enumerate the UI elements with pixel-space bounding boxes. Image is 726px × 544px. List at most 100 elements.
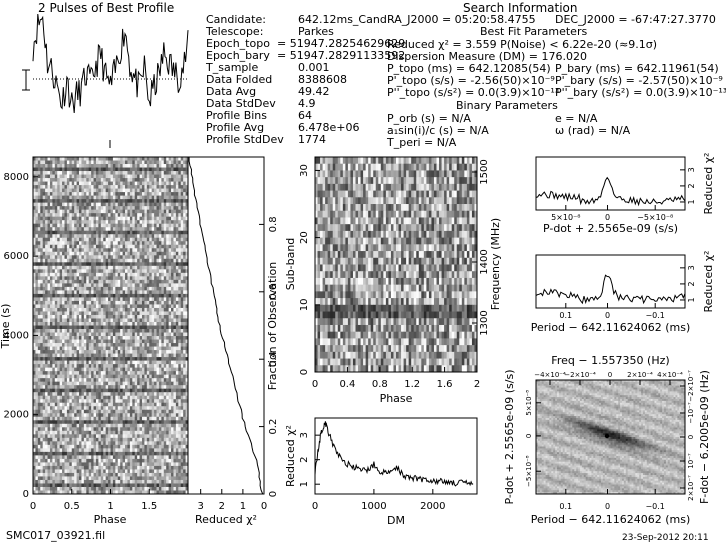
heat-cell <box>54 423 58 428</box>
heat-cell <box>47 251 51 256</box>
heat-cell <box>156 350 160 354</box>
heat-cell <box>180 392 184 397</box>
heat-cell <box>134 206 138 211</box>
heat-cell <box>81 216 85 221</box>
heat-cell <box>171 293 174 298</box>
heat-cell <box>171 216 174 221</box>
heat-cell <box>178 213 182 218</box>
heat-cell <box>166 371 170 376</box>
heat-cell <box>79 216 82 221</box>
heat-cell <box>95 220 99 225</box>
heat-cell <box>185 318 189 323</box>
heat-cell <box>154 360 157 365</box>
heat-cell <box>125 255 128 260</box>
heat-cell <box>98 237 102 242</box>
heat-cell <box>62 290 65 295</box>
heat-cell <box>171 234 174 239</box>
heat-cell <box>173 248 177 253</box>
heat-cell <box>108 311 111 316</box>
heat-cell <box>42 329 46 333</box>
heat-cell <box>79 248 82 253</box>
heat-cell <box>100 213 104 218</box>
heat-cell <box>144 213 148 218</box>
heat-cell <box>178 227 182 232</box>
heat-cell <box>166 367 170 372</box>
heat-cell <box>134 255 138 260</box>
heat-cell <box>117 385 121 390</box>
heat-cell <box>93 427 97 432</box>
heat-cell <box>74 199 77 204</box>
heat-cell <box>64 209 68 214</box>
heat-cell <box>115 251 119 256</box>
heat-cell <box>132 178 136 182</box>
heat-cell <box>103 174 107 179</box>
heat-cell <box>168 255 172 260</box>
heat-cell <box>171 374 174 379</box>
heat-cell <box>115 241 119 246</box>
heat-cell <box>74 336 77 340</box>
heat-cell <box>37 220 41 225</box>
heat-cell <box>122 353 126 358</box>
heat-cell <box>156 297 160 302</box>
heat-cell <box>163 248 167 253</box>
heat-cell <box>71 237 75 242</box>
heat-cell <box>64 399 68 404</box>
heat-cell <box>127 230 131 235</box>
heat-cell <box>35 367 39 372</box>
heat-cell <box>42 160 46 165</box>
heat-cell <box>146 171 150 175</box>
heat-cell <box>161 346 165 351</box>
heat-cell <box>79 307 82 312</box>
heat-cell <box>127 406 131 411</box>
heat-cell <box>62 255 65 260</box>
heat-cell <box>100 164 104 168</box>
heat-cell <box>173 427 177 432</box>
heat-cell <box>122 199 126 204</box>
heat-cell <box>122 241 126 246</box>
heat-cell <box>52 406 56 411</box>
heat-cell <box>158 381 162 386</box>
heat-cell <box>69 395 73 400</box>
heat-cell <box>166 336 170 340</box>
heat-cell <box>88 339 92 344</box>
heat-cell <box>117 406 121 411</box>
heat-cell <box>156 206 160 211</box>
heat-cell <box>183 350 186 354</box>
heat-cell <box>86 388 90 393</box>
heat-cell <box>66 420 70 425</box>
heat-cell <box>100 220 104 225</box>
heat-cell <box>129 357 133 361</box>
heat-cell <box>33 381 36 386</box>
heat-cell <box>98 223 102 228</box>
heat-cell <box>120 409 124 414</box>
heat-cell <box>163 343 167 347</box>
heat-cell <box>40 357 44 361</box>
heat-cell <box>173 241 177 246</box>
heat-cell <box>185 181 189 186</box>
heat-cell <box>173 360 177 365</box>
heat-cell <box>171 251 174 256</box>
heat-cell <box>108 420 111 425</box>
heat-cell <box>178 399 182 404</box>
heat-cell <box>134 262 138 267</box>
heat-cell <box>40 311 44 316</box>
heat-cell <box>161 427 165 432</box>
heat-cell <box>163 251 167 256</box>
heat-cell <box>59 374 63 379</box>
heat-cell <box>139 199 143 204</box>
heat-cell <box>171 343 174 347</box>
heat-cell <box>171 427 174 432</box>
heat-cell <box>69 293 73 298</box>
heat-cell <box>64 413 68 418</box>
heat-cell <box>47 385 51 390</box>
heat-cell <box>175 258 179 263</box>
heat-cell <box>139 416 143 421</box>
heat-cell <box>98 321 102 326</box>
heat-cell <box>47 167 51 172</box>
heat-cell <box>120 307 124 312</box>
heat-cell <box>45 185 48 189</box>
heat-cell <box>156 293 160 298</box>
heat-cell <box>98 297 102 302</box>
heat-cell <box>127 304 131 309</box>
heat-cell <box>79 332 82 337</box>
